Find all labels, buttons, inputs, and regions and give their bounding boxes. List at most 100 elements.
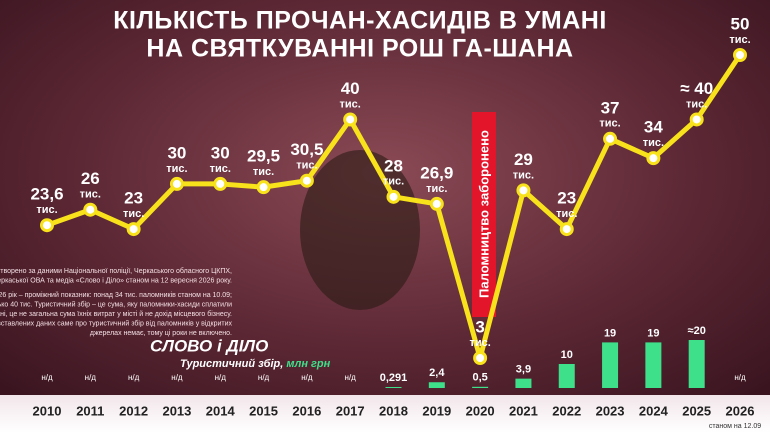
x-tick-label: 2017 (336, 403, 365, 418)
value-label: 23 (124, 189, 143, 208)
value-label: 3 (475, 317, 484, 336)
value-unit: тис. (210, 163, 231, 175)
value-label: н/д (41, 373, 53, 382)
value-unit: тис. (556, 208, 577, 220)
value-label: 0,5 (472, 372, 487, 384)
bar (385, 387, 402, 388)
note: За 2010-2017 роки вставлених даних саме … (0, 319, 232, 327)
value-label: 28 (384, 156, 403, 175)
value-label: 26 (81, 169, 100, 188)
x-tick-label: 2012 (119, 403, 148, 418)
value-label: 19 (647, 327, 659, 339)
value-unit: тис. (426, 183, 447, 195)
x-tick-label: 2014 (206, 403, 236, 418)
value-label: ≈20 (688, 325, 706, 337)
note: джерелах немає, тому ці роки не включено… (90, 329, 232, 337)
legend-name: Туристичний збір, (180, 358, 283, 370)
x-tick-label: 2020 (466, 403, 495, 418)
svg-text:Туристичний збір, млн грн: Туристичний збір, млн грн (180, 358, 331, 370)
point (473, 351, 488, 365)
x-tick-label: 2022 (552, 403, 581, 418)
point (256, 180, 271, 195)
x-tick-label: 2024 (639, 403, 669, 418)
value-label: 30 (211, 143, 230, 162)
note: *2026 рік – проміжний показник: понад 34… (0, 291, 232, 299)
bar (558, 364, 575, 388)
value-unit: тис. (253, 166, 274, 178)
point (386, 189, 401, 204)
value-label: 2,4 (429, 367, 445, 379)
bar (472, 386, 489, 388)
note: Інфографіку створено за даними Національ… (0, 267, 232, 275)
value-label: 3,9 (516, 364, 531, 376)
x-tick-label: 2025 (682, 403, 711, 418)
point (429, 196, 444, 211)
x-tick-label: 2023 (596, 403, 625, 418)
value-label: 26,9 (420, 163, 453, 182)
bottom-band (0, 395, 770, 433)
bar (602, 342, 619, 388)
value-unit: тис. (80, 189, 101, 201)
date-note: станом на 12.09 (709, 423, 761, 430)
point (299, 173, 314, 188)
x-tick-label: 2016 (292, 403, 321, 418)
title-line: НА СВЯТКУВАННІ РОШ ГА-ШАНА (146, 35, 573, 63)
value-unit: тис. (166, 163, 187, 175)
point (126, 222, 141, 237)
note: загалом очікують близько 40 тис. Туристи… (0, 300, 232, 308)
bar (688, 340, 705, 388)
x-tick-label: 2026 (726, 403, 755, 418)
value-label: н/д (128, 373, 140, 382)
bar (515, 378, 532, 388)
value-unit: тис. (296, 160, 317, 172)
point (646, 151, 661, 166)
x-tick-label: 2018 (379, 403, 408, 418)
point (516, 183, 531, 198)
value-unit: тис. (729, 34, 750, 46)
x-tick-label: 2013 (162, 403, 191, 418)
x-tick-label: 2021 (509, 403, 538, 418)
point (213, 176, 228, 191)
point (169, 176, 184, 191)
value-label: н/д (345, 373, 357, 382)
annotation-box (472, 112, 496, 317)
value-label: 50 (731, 14, 750, 33)
value-label: н/д (258, 373, 270, 382)
value-label: н/д (301, 373, 313, 382)
value-label: 19 (604, 327, 616, 339)
value-label: н/д (734, 373, 746, 382)
value-label: 37 (601, 98, 620, 117)
bar (645, 342, 662, 388)
value-label: н/д (215, 373, 227, 382)
point (603, 131, 618, 146)
point (733, 48, 747, 62)
title-line: КІЛЬКІСТЬ ПРОЧАН-ХАСИДІВ В УМАНІ (113, 7, 607, 35)
value-label: 23,6 (30, 185, 63, 204)
value-label: ≈ 40 (680, 79, 713, 98)
x-tick-label: 2019 (422, 403, 451, 418)
value-label: 30 (167, 143, 186, 162)
value-label: 29 (514, 150, 533, 169)
x-tick-label: 2015 (249, 403, 278, 418)
value-label: н/д (85, 373, 97, 382)
value-unit: тис. (340, 98, 361, 110)
point (689, 112, 704, 127)
value-label: 40 (341, 79, 360, 98)
value-unit: тис. (36, 204, 57, 216)
logo: СЛОВО і ДІЛО (150, 336, 268, 355)
value-unit: тис. (599, 118, 620, 130)
x-tick-label: 2011 (76, 403, 104, 418)
value-unit: тис. (643, 137, 664, 149)
note: Черкаської ОВА та медіа «Слово і Діло» с… (0, 276, 232, 284)
bar (428, 382, 445, 388)
value-unit: тис. (513, 169, 534, 181)
legend-unit: млн грн (286, 358, 330, 370)
note: до бюджету Умані, це не загальна сума їх… (0, 310, 232, 318)
x-tick-label: 2010 (33, 403, 62, 418)
annotation: Паломництво заборонено (476, 130, 491, 298)
value-unit: тис. (469, 337, 490, 349)
point (559, 222, 574, 237)
point (40, 218, 54, 233)
value-label: 0,291 (380, 372, 408, 384)
